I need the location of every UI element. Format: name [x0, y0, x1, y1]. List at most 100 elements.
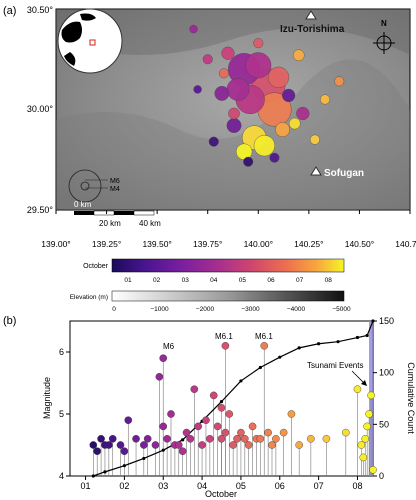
elevation-tick-label: −4000 — [287, 306, 306, 313]
epicenter-point — [296, 107, 309, 120]
event-marker — [222, 429, 229, 436]
event-marker — [358, 441, 365, 448]
event-marker — [125, 417, 132, 424]
event-marker — [191, 386, 198, 393]
event-marker — [109, 435, 116, 442]
epicenter-point — [270, 153, 280, 163]
epicenter-point — [268, 67, 289, 88]
inset-globe — [58, 9, 122, 73]
october-tick-label: 06 — [267, 277, 275, 284]
timeline-plot: 01 02 03 04 05 06 07 08 456 050100150 M6 M6.1 M… — [42, 316, 416, 499]
colorbar-elevation: Elevation (m) 0 −1000 −2000 −3000 −4000 −5000 — [70, 291, 351, 313]
event-marker — [288, 410, 295, 417]
scale-seg-4 — [134, 211, 154, 215]
epicenter-point — [219, 69, 229, 79]
north-label: N — [381, 19, 387, 28]
elevation-tick-label: −2000 — [196, 306, 215, 313]
october-tick-label: 01 — [124, 277, 132, 284]
m6-label: M6 — [110, 178, 120, 185]
event-marker — [214, 423, 221, 430]
colorbar-october-bar — [112, 259, 344, 272]
event-marker — [94, 448, 101, 455]
epicenter-point — [194, 85, 202, 93]
x-axis-label: October — [205, 489, 237, 499]
epicenter-point — [222, 47, 235, 60]
event-marker — [323, 435, 330, 442]
event-marker — [132, 435, 139, 442]
event-marker — [257, 435, 264, 442]
x-tick-label: 02 — [119, 481, 129, 491]
epicenter-point — [289, 118, 300, 129]
event-marker — [366, 410, 373, 417]
event-marker — [354, 386, 361, 393]
epicenter-point — [275, 122, 289, 136]
y-tick-label: 5 — [59, 409, 64, 419]
scale-seg-1 — [74, 211, 94, 215]
event-marker — [198, 441, 205, 448]
annotation-m6-1-a: M6.1 — [215, 332, 233, 341]
epicenter-point — [227, 78, 249, 100]
cumulative-point — [239, 379, 242, 382]
map: Izu-Torishima Sofugan N M6 M4 — [27, 5, 416, 249]
epicenter-point — [203, 54, 213, 64]
lon-tick-label: 139.50° — [142, 239, 171, 249]
panel-a-label: (a) — [3, 5, 16, 17]
event-marker — [249, 423, 256, 430]
epicenter-point — [310, 135, 320, 145]
event-marker — [369, 466, 376, 473]
y2-axis-label: Cumulative Count — [406, 362, 416, 434]
event-marker — [280, 429, 287, 436]
event-marker — [206, 435, 213, 442]
event-marker — [152, 441, 159, 448]
october-tick-label: 04 — [210, 277, 218, 284]
epicenter-point — [282, 89, 295, 102]
colorbar-elevation-title: Elevation (m) — [70, 294, 108, 301]
event-marker — [117, 441, 124, 448]
x-tick-label: 03 — [158, 481, 168, 491]
y-ticks: 456 — [59, 347, 70, 481]
event-marker — [222, 342, 229, 349]
lon-tick-label: 140.75° — [395, 239, 416, 249]
event-marker — [364, 423, 371, 430]
m4-label: M4 — [110, 186, 120, 193]
annotation-m6-1-b: M6.1 — [255, 332, 273, 341]
event-marker — [218, 404, 225, 411]
x-tick-label: 06 — [275, 481, 285, 491]
event-marker — [218, 435, 225, 442]
event-marker — [183, 429, 190, 436]
y2-tick-label: 50 — [379, 419, 389, 429]
lon-tick-label: 140.50° — [345, 239, 374, 249]
izu-torishima-label: Izu-Torishima — [280, 24, 345, 35]
event-marker — [265, 429, 272, 436]
event-marker — [226, 410, 233, 417]
event-marker — [307, 435, 314, 442]
event-marker — [261, 342, 268, 349]
x-tick-label: 01 — [81, 481, 91, 491]
y2-ticks: 0 50 100 150 — [373, 316, 394, 481]
event-marker — [210, 392, 217, 399]
y-tick-label: 4 — [59, 471, 64, 481]
elevation-tick-label: −1000 — [150, 306, 169, 313]
event-marker — [241, 435, 248, 442]
epicenter-point — [190, 25, 198, 33]
event-marker — [367, 392, 374, 399]
cumulative-point — [92, 474, 95, 477]
event-marker — [268, 441, 275, 448]
event-marker — [296, 441, 303, 448]
event-marker — [105, 441, 112, 448]
y2-tick-label: 150 — [379, 316, 394, 326]
lat-tick-30-50: 30.50° — [27, 5, 54, 15]
epicenter-point — [334, 77, 344, 87]
x-tick-label: 05 — [236, 481, 246, 491]
y2-tick-label: 0 — [379, 471, 384, 481]
lat-tick-29-50: 29.50° — [27, 205, 54, 215]
event-marker — [179, 448, 186, 455]
scale-40-label: 40 km — [139, 219, 161, 228]
scale-0-label: 0 km — [74, 200, 92, 209]
x-tick-label: 08 — [352, 481, 362, 491]
epicenter-point — [228, 108, 239, 119]
x-tick-label: 07 — [314, 481, 324, 491]
colorbar-october-title: October — [83, 263, 109, 270]
scale-20-label: 20 km — [99, 219, 121, 228]
sofugan-label: Sofugan — [324, 168, 364, 179]
